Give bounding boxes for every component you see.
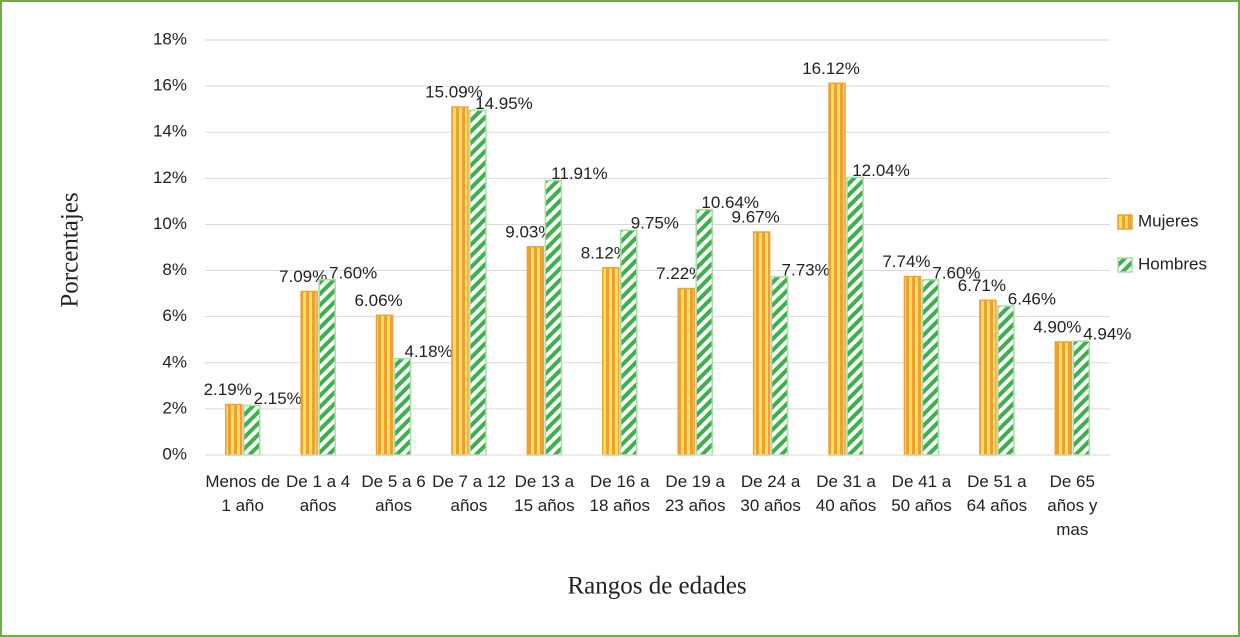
data-label: 15.09% bbox=[425, 83, 483, 102]
data-label: 9.75% bbox=[631, 214, 679, 233]
bar bbox=[469, 109, 487, 456]
data-label: 9.03% bbox=[505, 222, 553, 241]
legend-label: Hombres bbox=[1138, 254, 1207, 273]
bar bbox=[921, 279, 940, 456]
y-tick-label: 14% bbox=[153, 122, 187, 141]
data-label: 2.19% bbox=[204, 380, 252, 399]
x-axis-title: Rangos de edades bbox=[567, 573, 746, 600]
bar bbox=[997, 305, 1015, 456]
bar bbox=[620, 229, 638, 456]
y-tick-label: 0% bbox=[162, 444, 187, 463]
y-tick-label: 8% bbox=[162, 260, 187, 279]
data-label: 12.04% bbox=[852, 161, 910, 180]
x-tick-label: De 65 años y mas bbox=[1047, 472, 1098, 539]
data-label: 4.94% bbox=[1083, 325, 1131, 344]
x-tick-label: De 24 a 30 años bbox=[740, 472, 801, 515]
bar bbox=[318, 279, 336, 456]
bar bbox=[393, 357, 412, 456]
data-label: 6.46% bbox=[1008, 290, 1056, 309]
bar bbox=[242, 404, 261, 456]
data-label: 7.60% bbox=[932, 263, 980, 282]
x-tick-label: De 5 a 6 años bbox=[361, 472, 426, 515]
bar bbox=[300, 290, 318, 456]
bar bbox=[1054, 341, 1073, 456]
bar bbox=[602, 267, 620, 456]
data-label: 7.22% bbox=[656, 264, 704, 283]
bar bbox=[752, 231, 771, 456]
bar bbox=[1072, 340, 1091, 456]
data-label: 6.06% bbox=[354, 291, 402, 310]
data-label: 16.12% bbox=[802, 59, 860, 78]
data-label: 8.12% bbox=[581, 243, 629, 262]
bar bbox=[451, 106, 469, 456]
bar bbox=[526, 246, 545, 456]
bar bbox=[828, 82, 846, 456]
data-label: 2.15% bbox=[254, 389, 302, 408]
data-label: 14.95% bbox=[475, 94, 533, 113]
y-tick-label: 16% bbox=[153, 76, 187, 95]
bar bbox=[677, 287, 695, 456]
data-label: 10.64% bbox=[701, 193, 759, 212]
data-label: 4.90% bbox=[1033, 318, 1081, 337]
y-tick-label: 4% bbox=[162, 352, 187, 371]
x-tick-label: Menos de 1 año bbox=[205, 472, 281, 515]
bar bbox=[979, 299, 997, 456]
x-tick-label: De 19 a 23 años bbox=[664, 472, 726, 515]
legend-swatch bbox=[1117, 257, 1133, 273]
bar bbox=[695, 208, 713, 456]
bar bbox=[770, 276, 789, 456]
data-label: 11.91% bbox=[551, 164, 607, 183]
x-tick-label: De 51 a 64 años bbox=[966, 472, 1028, 515]
legend-label: Mujeres bbox=[1138, 211, 1198, 230]
data-label: 7.73% bbox=[782, 260, 830, 279]
y-tick-label: 10% bbox=[153, 214, 187, 233]
bar bbox=[846, 176, 864, 456]
data-label: 7.60% bbox=[329, 263, 377, 282]
data-label: 4.18% bbox=[404, 342, 452, 361]
bar bbox=[375, 314, 394, 456]
y-tick-label: 2% bbox=[162, 398, 187, 417]
x-tick-label: De 16 a 18 años bbox=[589, 472, 651, 515]
bar bbox=[224, 403, 243, 456]
data-label: 7.09% bbox=[279, 267, 327, 286]
y-tick-label: 6% bbox=[162, 306, 187, 325]
y-axis-title: Porcentajes bbox=[57, 192, 84, 307]
legend-swatch bbox=[1117, 214, 1133, 230]
x-tick-label: De 7 a 12 años bbox=[432, 472, 506, 515]
x-tick-label: De 41 a 50 años bbox=[891, 472, 952, 515]
data-label: 6.71% bbox=[958, 276, 1006, 295]
x-tick-label: De 31 a 40 años bbox=[815, 472, 877, 515]
data-label: 9.67% bbox=[732, 208, 780, 227]
x-tick-label: De 1 a 4 años bbox=[285, 472, 351, 515]
x-tick-label: De 13 a 15 años bbox=[514, 472, 575, 515]
y-tick-label: 12% bbox=[153, 168, 187, 187]
bar bbox=[544, 179, 563, 456]
data-label: 7.74% bbox=[882, 252, 930, 271]
y-tick-label: 18% bbox=[153, 29, 187, 48]
bar bbox=[903, 275, 922, 456]
